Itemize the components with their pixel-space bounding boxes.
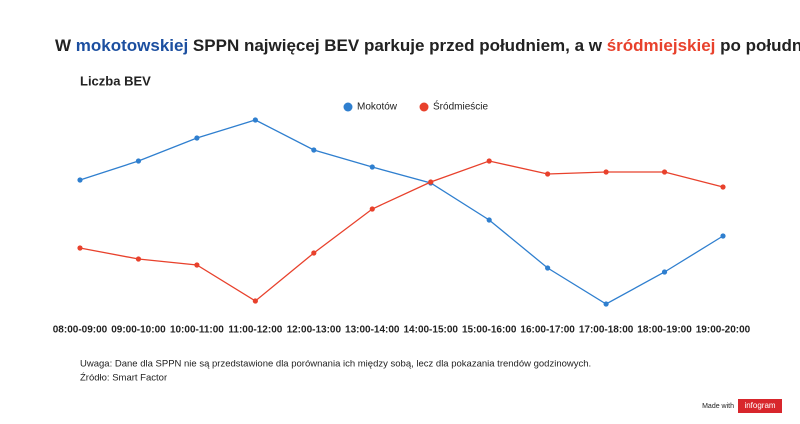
data-point: [77, 245, 83, 251]
data-point: [603, 169, 609, 175]
data-point: [194, 262, 200, 268]
data-point: [661, 169, 668, 175]
data-point: [545, 265, 551, 271]
series-line: [79, 119, 724, 305]
subtitle: Liczba BEV: [80, 73, 151, 88]
data-point: [428, 179, 434, 185]
x-tick-label: 15:00-16:00: [462, 325, 517, 336]
series-line: [79, 160, 724, 302]
data-point: [720, 184, 726, 190]
data-point: [369, 206, 375, 212]
badge-brand: infogram: [744, 401, 775, 410]
data-point: [486, 217, 492, 223]
data-point: [369, 164, 375, 170]
title-part: śródmiejskiej: [607, 36, 716, 55]
x-tick-label: 19:00-20:00: [696, 325, 751, 336]
badge-text: Made with: [702, 403, 734, 410]
data-point: [311, 147, 317, 153]
x-tick-label: 10:00-11:00: [170, 325, 224, 336]
data-point: [77, 177, 83, 183]
x-tick-label: 14:00-15:00: [403, 325, 458, 336]
title-part: po południu: [715, 36, 800, 55]
data-point: [194, 135, 200, 141]
data-point: [135, 158, 142, 164]
x-tick-label: 13:00-14:00: [345, 325, 400, 336]
x-tick-label: 08:00-09:00: [53, 325, 108, 336]
legend-label: Mokotów: [357, 102, 398, 113]
title-part: mokotowskiej: [76, 36, 188, 55]
x-tick-label: 16:00-17:00: [520, 325, 575, 336]
data-point: [661, 269, 668, 275]
data-point: [603, 301, 609, 307]
x-tick-label: 12:00-13:00: [287, 325, 342, 336]
title-part: SPPN najwięcej BEV parkuje przed południ…: [188, 36, 607, 55]
data-point: [252, 117, 258, 123]
data-point: [252, 298, 258, 304]
badge-box: [738, 399, 782, 413]
data-point: [545, 171, 551, 177]
chart-title: W mokotowskiej SPPN najwięcej BEV parkuj…: [55, 36, 800, 55]
title-part: W: [55, 36, 76, 55]
x-tick-label: 09:00-10:00: [111, 325, 166, 336]
x-tick-label: 11:00-12:00: [228, 325, 282, 336]
source: Źródło: Smart Factor: [80, 373, 167, 384]
data-point: [135, 256, 142, 262]
data-point: [720, 233, 726, 239]
x-tick-label: 18:00-19:00: [637, 325, 692, 336]
x-tick-label: 17:00-18:00: [579, 325, 634, 336]
legend-marker: [419, 102, 429, 112]
data-point: [486, 158, 492, 164]
data-point: [311, 250, 317, 256]
legend-label: Śródmieście: [433, 100, 488, 113]
note: Uwaga: Dane dla SPPN nie są przedstawion…: [80, 359, 591, 370]
legend-marker: [343, 102, 353, 112]
